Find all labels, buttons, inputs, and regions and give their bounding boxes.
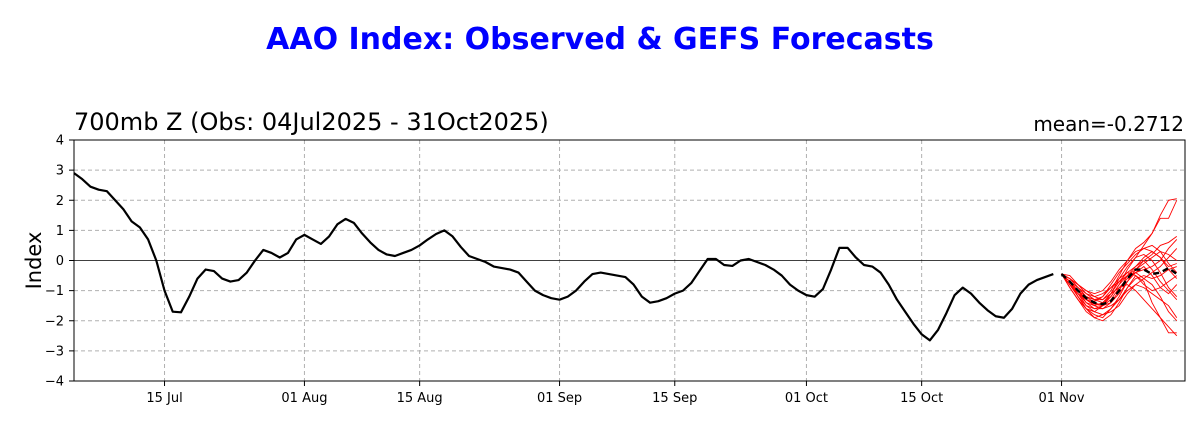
forecast-member-line [1061,273,1178,337]
y-tick-label: 0 [56,254,64,269]
x-tick-label: 01 Aug [281,391,327,406]
x-tick-label: 15 Aug [397,391,443,406]
forecast-member-line [1061,272,1178,307]
forecast-member-line [1061,248,1178,319]
y-tick-label: −3 [45,344,64,359]
y-tick-label: −1 [45,284,64,299]
x-tick-label: 15 Oct [900,391,943,406]
chart-main-title: AAO Index: Observed & GEFS Forecasts [266,22,934,57]
x-tick-label: 15 Sep [652,391,697,406]
y-tick-label: −2 [45,314,64,329]
y-tick-label: 1 [56,224,64,239]
y-axis-label: Index [22,232,46,290]
panel-title: 700mb Z (Obs: 04Jul2025 - 31Oct2025) [74,108,549,136]
forecast-member-line [1061,247,1177,301]
forecast-member-line [1061,259,1178,319]
forecast-mean-line [1060,266,1178,306]
observed-line [73,172,1054,342]
observed-layer [73,172,1054,342]
x-tick-label: 01 Oct [785,391,828,406]
forecast-member-line [1061,273,1177,334]
forecast-member-line [1061,253,1178,313]
forecast-member-line [1061,265,1178,307]
forecast-member-line [1061,244,1178,302]
y-tick-label: −4 [45,375,64,390]
ticks-layer: 4 3 2 1 0 −1 −2 −3 −4 15 Jul 01 Aug 15 Aug 01 Sep 15 … [45,134,1085,407]
forecast-members-layer [1061,198,1178,337]
y-tick-label: 2 [56,194,64,209]
y-tick-label: 4 [56,134,64,149]
x-tick-label: 15 Jul [146,391,182,406]
x-tick-label: 01 Sep [537,391,582,406]
forecast-member-line [1061,272,1178,322]
y-tick-label: 3 [56,164,64,179]
forecast-member-line [1061,266,1177,310]
mean-label: mean=-0.2712 [1033,112,1184,136]
forecast-mean-layer [1060,266,1178,306]
x-tick-label: 01 Nov [1039,391,1085,406]
forecast-member-line [1061,273,1178,318]
